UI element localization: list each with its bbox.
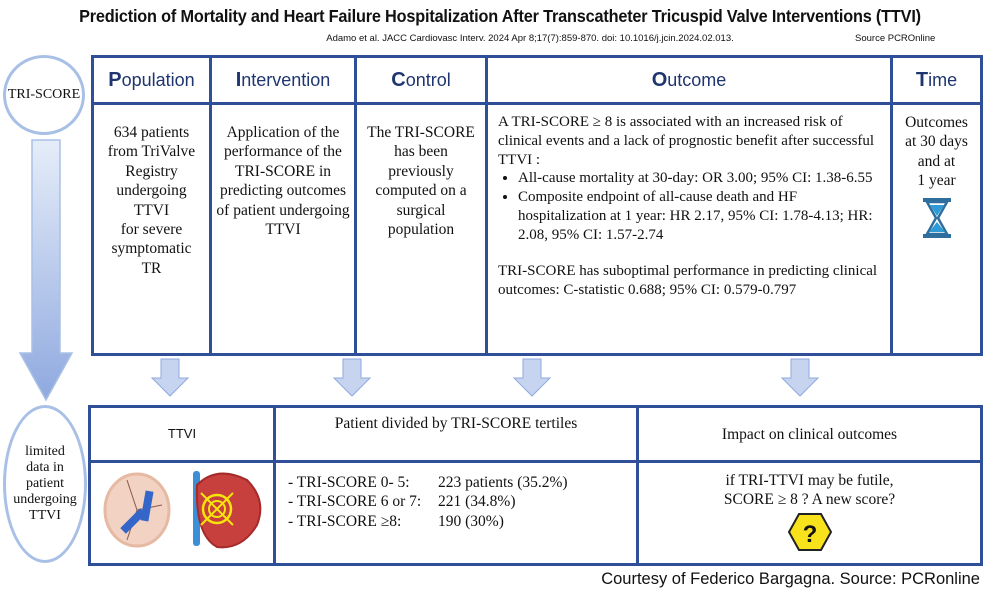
header-intervention: Intervention (209, 55, 357, 105)
time-cell: Outcomes at 30 days and at 1 year (890, 102, 983, 356)
large-down-arrow-icon (18, 139, 74, 402)
header-control: Control (354, 55, 488, 105)
down-arrow-icon (150, 358, 190, 397)
citation: Adamo et al. JACC Cardiovasc Interv. 202… (326, 33, 734, 44)
title: Prediction of Mortality and Heart Failur… (79, 6, 921, 26)
source-label: Source PCROnline (855, 33, 936, 44)
courtesy-text: Courtesy of Federico Bargagna. Source: P… (601, 570, 980, 588)
impact-cell: if TRI-TTVI may be futile, SCORE ≥ 8 ? A … (636, 459, 983, 567)
header-population: Population (91, 55, 212, 105)
header-time: Time (890, 55, 983, 105)
tertiles-cell: - TRI-SCORE 0- 5: 223 patients (35.2%) - … (273, 459, 639, 567)
header-impact: Impact on clinical outcomes (636, 405, 983, 463)
down-arrow-icon (512, 358, 552, 397)
tertile-row: - TRI-SCORE ≥8: 190 (30%) (288, 512, 504, 530)
warning-hexagon-icon: ? (787, 512, 832, 551)
outcome-conclusion: TRI-SCORE has suboptimal performance in … (498, 263, 878, 298)
header-ttvi: TTVI (88, 405, 276, 463)
outcome-bullet: Composite endpoint of all-cause death an… (518, 188, 880, 244)
header-outcome: Outcome (485, 55, 893, 105)
outcome-cell: A TRI-SCORE ≥ 8 is associated with an in… (485, 102, 893, 356)
tertile-row: - TRI-SCORE 6 or 7: 221 (34.8%) (288, 493, 516, 511)
pico-table: Population Intervention Control Outcome … (91, 55, 983, 356)
tri-score-ellipse: TRI-SCORE (3, 55, 85, 135)
tertile-row: - TRI-SCORE 0- 5: 223 patients (35.2%) (288, 474, 568, 491)
down-arrow-icon (332, 358, 372, 397)
control-cell: The TRI-SCORE has been previously comput… (354, 102, 488, 356)
header-tertiles: Patient divided by TRI-SCORE tertiles (273, 405, 639, 463)
ttvi-illustration-cell (88, 459, 276, 567)
intervention-cell: Application of the performance of the TR… (209, 102, 357, 356)
limited-data-ellipse: limited data in patient undergoing TTVI (3, 405, 87, 563)
hourglass-icon (922, 197, 951, 238)
population-cell: 634 patients from TriValve Registry undergo… (91, 102, 212, 356)
outcome-intro: A TRI-SCORE ≥ 8 is associated with an in… (498, 114, 875, 168)
down-arrow-icon (780, 358, 820, 397)
heart-valve-illustration-icon (103, 471, 262, 549)
question-mark: ? (802, 521, 817, 548)
results-table: TTVI Patient divided by TRI-SCORE tertil… (88, 405, 983, 567)
outcome-bullet: All-cause mortality at 30-day: OR 3.00; … (518, 169, 880, 188)
